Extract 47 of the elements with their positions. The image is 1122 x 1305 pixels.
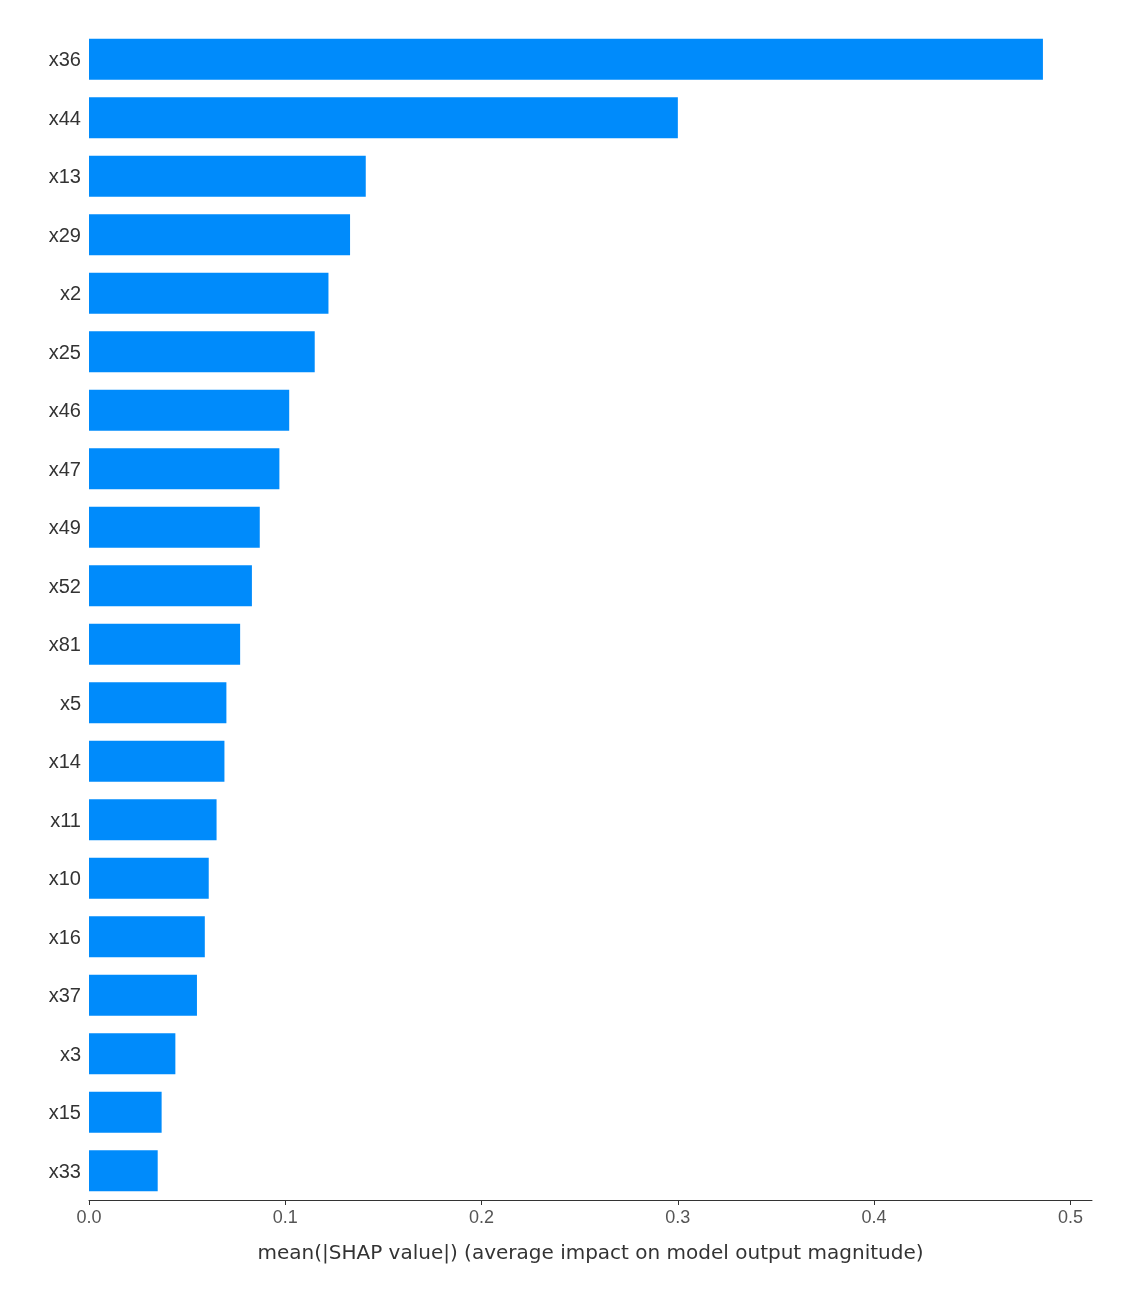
y-tick-label: x15 <box>48 1101 81 1124</box>
bar <box>89 38 1043 80</box>
y-tick-label: x36 <box>48 48 81 71</box>
y-tick-label: x81 <box>48 633 81 656</box>
bar <box>89 272 329 314</box>
bar <box>89 623 241 665</box>
bar <box>89 682 227 724</box>
bar <box>89 1091 162 1133</box>
y-tick-label: x3 <box>59 1042 81 1065</box>
x-tick-label: 0.5 <box>1057 1207 1083 1227</box>
bar <box>89 506 260 548</box>
bar <box>89 1150 158 1192</box>
y-tick-label: x49 <box>48 516 81 539</box>
bar <box>89 155 366 197</box>
y-tick-label: x11 <box>50 808 81 831</box>
bar <box>89 565 252 607</box>
bar <box>89 974 197 1016</box>
x-tick-label: 0.4 <box>861 1207 887 1227</box>
y-tick-label: x13 <box>48 165 81 188</box>
bar <box>89 916 205 958</box>
bar <box>89 448 280 490</box>
bar <box>89 331 315 373</box>
bar <box>89 97 678 139</box>
x-tick-label: 0.2 <box>469 1207 495 1227</box>
y-tick-label: x44 <box>48 106 81 129</box>
y-tick-label: x52 <box>48 574 81 597</box>
bar <box>89 389 290 431</box>
y-tick-label: x5 <box>59 691 81 714</box>
y-tick-label: x29 <box>48 223 81 246</box>
bar <box>89 214 351 256</box>
bar <box>89 799 217 841</box>
y-tick-label: x37 <box>48 984 81 1007</box>
y-tick-label: x25 <box>48 340 81 363</box>
x-tick-label: 0.1 <box>272 1207 298 1227</box>
bar <box>89 1033 176 1075</box>
x-tick-label: 0.0 <box>76 1207 102 1227</box>
y-tick-label: x10 <box>48 867 81 890</box>
y-tick-label: x33 <box>48 1159 81 1182</box>
y-tick-label: x14 <box>48 750 81 773</box>
x-axis-title: mean(|SHAP value|) (average impact on model output magnitude) <box>257 1240 924 1264</box>
y-tick-label: x16 <box>48 925 81 948</box>
y-tick-label: x2 <box>59 282 81 305</box>
y-tick-label: x47 <box>48 457 81 480</box>
bar <box>89 740 225 782</box>
y-tick-label: x46 <box>48 399 81 422</box>
x-tick-label: 0.3 <box>665 1207 691 1227</box>
bar <box>89 857 209 899</box>
